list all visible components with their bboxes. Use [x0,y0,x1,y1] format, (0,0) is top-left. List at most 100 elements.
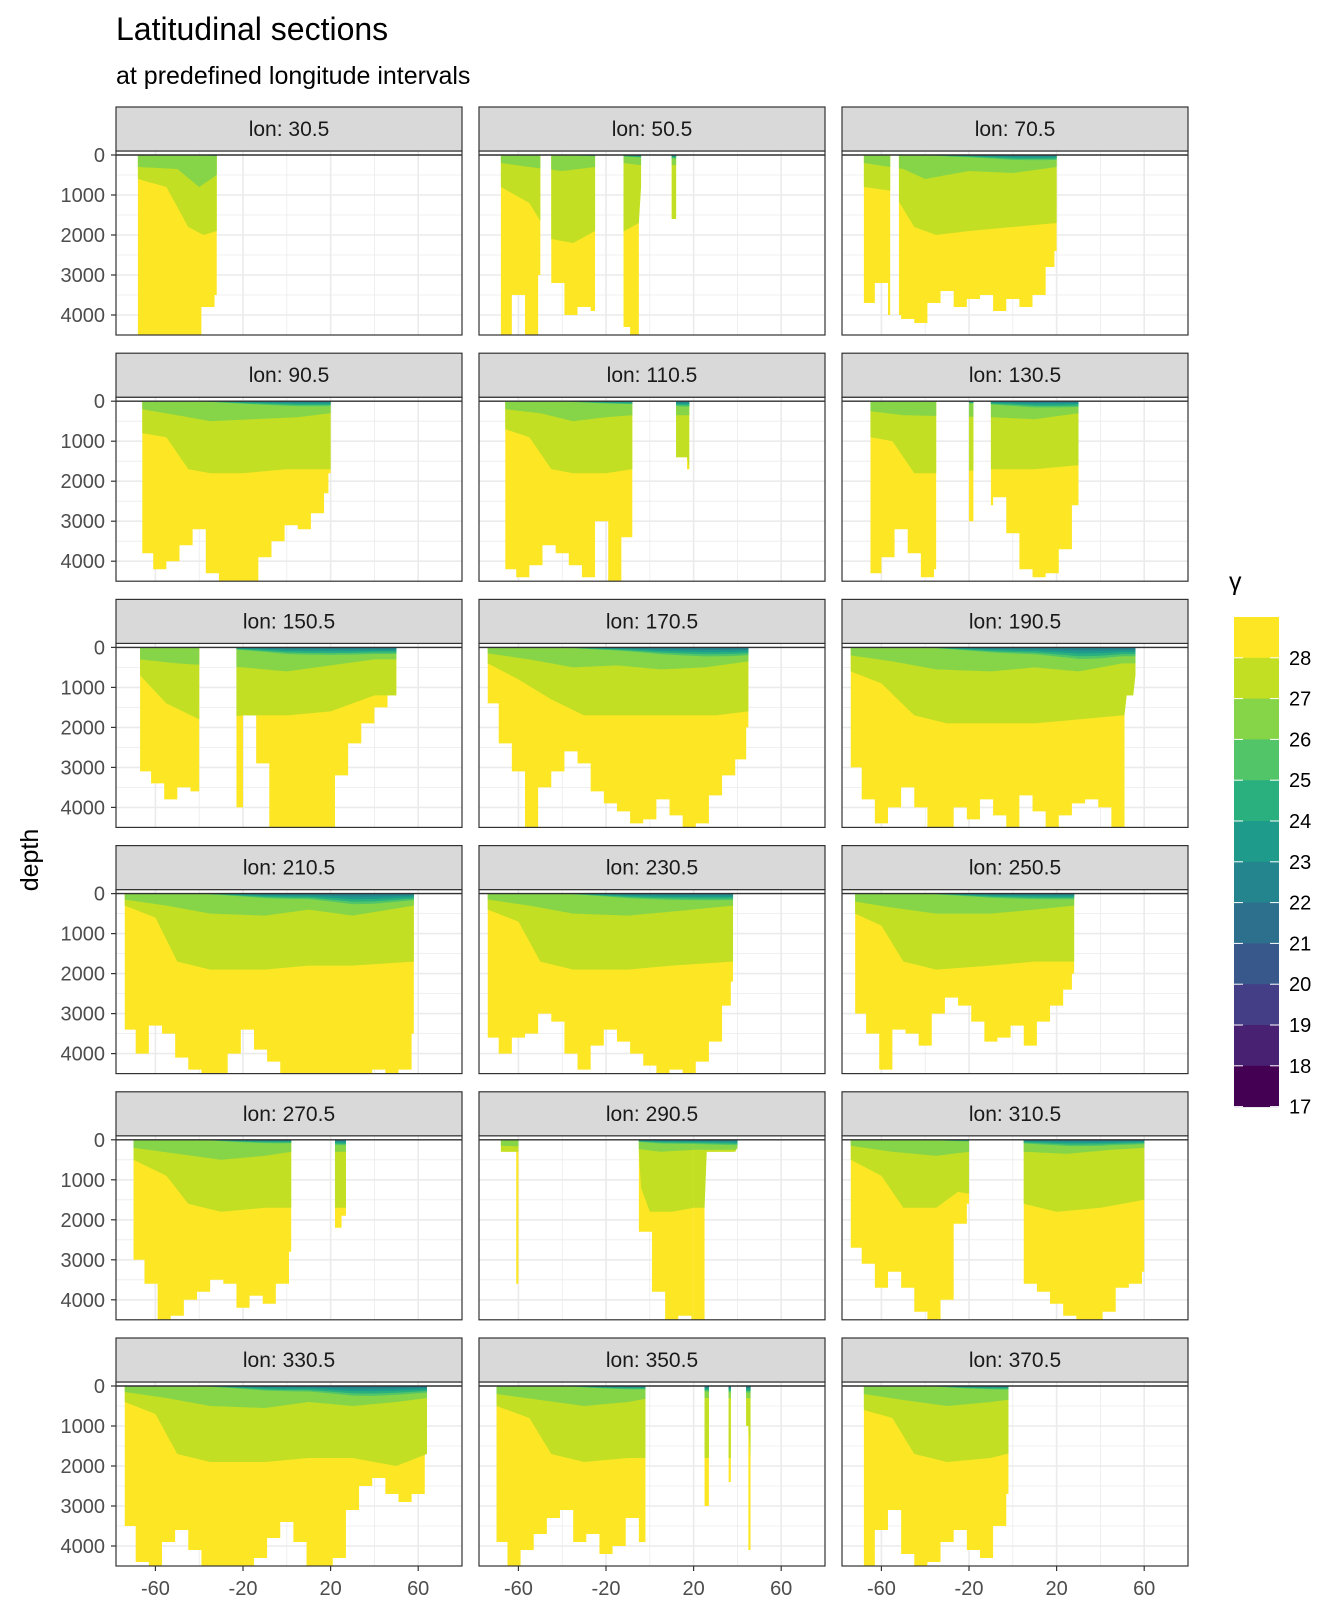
colorbar-segment [1234,657,1279,700]
facet-strip [115,598,463,645]
facet-strip-label: lon: 310.5 [969,1103,1061,1126]
intermediate-water-layer [142,401,331,474]
y-tick-label: 0 [94,637,105,659]
x-tick-label: -20 [955,1578,984,1600]
section-fill [137,155,217,335]
y-tick-label: 3000 [61,1004,106,1026]
facet-strip [841,844,1189,891]
upper-water-layer [551,155,596,171]
facet-strip [478,598,826,645]
y-tick-label: 3000 [61,757,106,779]
facet-panel: lon: 210.5 0 1000 2000 3000 4000 [61,844,463,1075]
upper-water-layer [863,1386,1009,1406]
facet-panel: lon: 130.5 [841,352,1189,582]
surface-water-band [850,647,1136,651]
y-tick-label: 2000 [61,225,106,247]
facet-strip-label: lon: 330.5 [243,1349,335,1372]
colorbar-label: 23 [1289,852,1311,874]
intermediate-water-layer [623,155,642,232]
facet-panel: lon: 190.5 [841,598,1189,829]
facet-panel: lon: 330.5 0 1000 2000 3000 4000 -60 -20 20 60 [61,1337,463,1600]
intermediate-water-layer [133,1139,292,1212]
y-axis-title: depth [16,829,44,892]
y-tick-label: 2000 [61,1210,106,1232]
facet-strip [478,106,826,152]
y-tick-label: 3000 [61,1496,106,1518]
colorbar-segment [1234,1065,1279,1108]
upper-water-layer [137,155,217,187]
y-tick-label: 1000 [61,431,106,453]
upper-water-layer [969,401,974,417]
intermediate-water-layer [676,401,690,470]
intermediate-water-layer [1023,1139,1145,1212]
colorbar-label: 28 [1289,648,1311,670]
upper-water-layer [898,155,1057,179]
facet-strip [115,106,463,152]
legend-title: γ [1229,568,1242,596]
intermediate-water-layer [140,647,200,720]
facet-strip-label: lon: 70.5 [975,118,1056,141]
colorbar-label: 21 [1289,933,1311,955]
intermediate-water-layer [638,1139,694,1212]
intermediate-water-layer [870,401,937,474]
facet-strip [115,1337,463,1383]
colorbar-segment [1234,984,1279,1026]
section-fill [124,893,414,1074]
section-fill [133,1139,346,1320]
intermediate-water-layer [671,155,677,219]
section-fill [850,1139,1145,1320]
intermediate-water-layer [855,893,1075,970]
y-tick-label: 2000 [61,717,106,739]
facet-strip-label: lon: 50.5 [612,118,693,141]
facet-strip [115,844,463,891]
section-fill [863,155,1057,323]
facet-strip [841,1337,1189,1383]
intermediate-water-layer [505,401,633,474]
colorbar-label: 27 [1289,689,1311,711]
facet-strip-label: lon: 350.5 [606,1349,698,1372]
section-fill [140,647,397,828]
colorbar-segment [1234,1025,1279,1067]
intermediate-water-layer [487,893,734,970]
intermediate-water-layer [850,1139,970,1208]
intermediate-water-layer [693,1139,738,1208]
y-tick-label: 3000 [61,265,106,287]
facet-strip [478,844,826,891]
intermediate-water-layer [551,155,596,243]
deep-water-layer [863,155,891,315]
chart-subtitle: at predefined longitude intervals [116,62,470,90]
section-fill [870,401,1079,578]
section-fill [500,1139,738,1320]
facet-strip [478,352,826,398]
upper-water-layer [505,401,633,422]
y-tick-label: 2000 [61,964,106,986]
y-tick-label: 1000 [61,924,106,946]
section-fill [505,401,690,582]
colorbar-segment [1234,617,1279,659]
colorbar-label: 18 [1289,1056,1311,1078]
x-tick-label: 60 [770,1578,792,1600]
section-fill [487,893,734,1074]
section-fill [500,155,677,335]
facet-panel: lon: 350.5 -60 -20 20 60 [478,1337,826,1600]
chart-title: Latitudinal sections [116,11,388,47]
intermediate-water-layer [124,1386,427,1466]
facet-panel: lon: 270.5 0 1000 2000 3000 4000 [61,1091,463,1321]
x-tick-label: -20 [592,1578,621,1600]
colorbar-label: 20 [1289,974,1311,996]
y-tick-label: 0 [94,145,105,167]
facet-panel: lon: 30.5 0 1000 2000 3000 4000 [61,106,463,336]
facet-strip [478,1337,826,1383]
surface-water-band [124,1386,427,1389]
facet-strip [841,352,1189,398]
facet-strip [841,598,1189,645]
section-fill [863,1386,1009,1566]
x-tick-label: -20 [229,1578,258,1600]
y-tick-label: 1000 [61,185,106,207]
upper-water-layer [500,155,541,169]
colorbar-label: 26 [1289,729,1311,751]
facet-strip [115,352,463,398]
y-tick-label: 4000 [61,797,106,819]
x-tick-label: 60 [1133,1578,1155,1600]
section-fill [487,647,749,828]
